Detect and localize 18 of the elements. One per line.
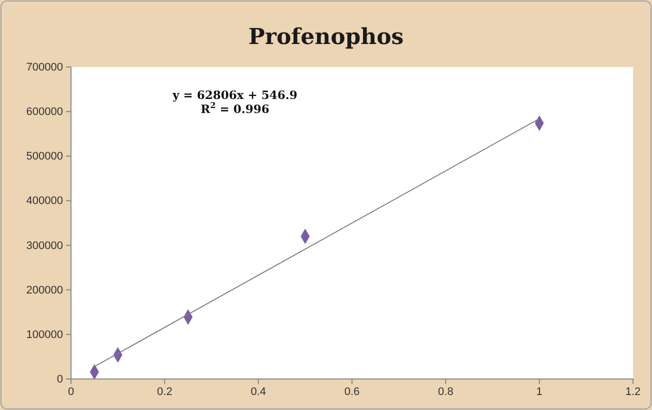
y-tick-label: 600000 xyxy=(26,106,63,118)
chart-title: Profenophos xyxy=(248,24,404,50)
annotation: R$^{2}$ = 0.996 xyxy=(200,100,270,116)
x-tick-label: 0.8 xyxy=(438,386,454,398)
x-tick-label: 0.6 xyxy=(344,386,360,398)
x-tick-label: 0.2 xyxy=(157,386,172,398)
y-tick-label: 500000 xyxy=(26,150,63,163)
y-tick-label: 0 xyxy=(56,374,63,386)
y-tick-label: 400000 xyxy=(26,195,63,208)
x-tick-label: 0 xyxy=(68,386,74,398)
y-tick-label: 300000 xyxy=(26,240,63,252)
y-tick-label: 200000 xyxy=(26,284,63,296)
x-tick-label: 1 xyxy=(536,386,542,398)
x-tick-label: 0.4 xyxy=(250,386,266,398)
annotation: y = 62806x + 546.9 xyxy=(172,88,298,102)
y-tick-label: 700000 xyxy=(26,62,63,74)
y-tick-label: 100000 xyxy=(26,328,63,341)
x-tick-label: 1.2 xyxy=(625,386,641,398)
